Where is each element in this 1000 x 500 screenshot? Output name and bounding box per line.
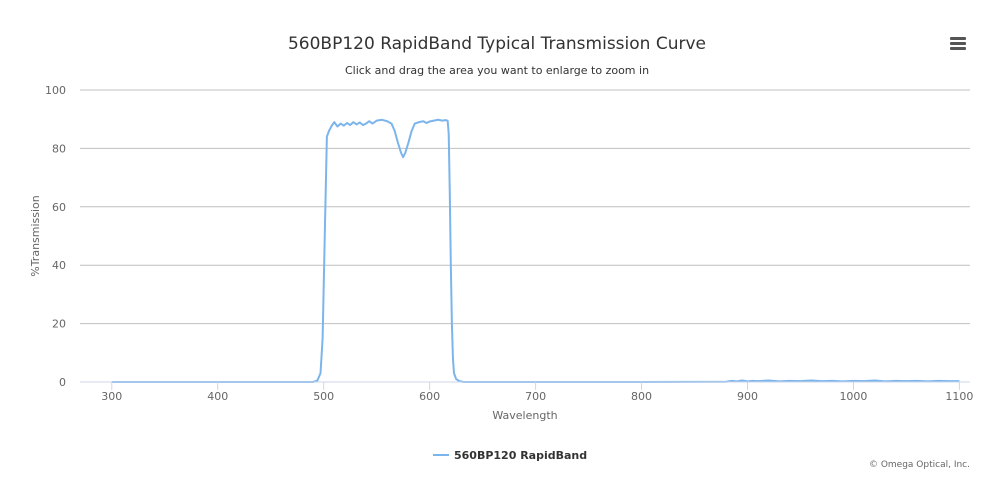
axis-layer: 0 20 40 60 80 100 300 400 500 600 700 800 900 1000 110… bbox=[45, 84, 973, 403]
grid-layer bbox=[80, 89, 970, 325]
hamburger-menu-icon[interactable] bbox=[950, 37, 968, 53]
x-tick-label: 300 bbox=[101, 390, 122, 403]
chart-subtitle: Click and drag the area you want to enla… bbox=[345, 64, 649, 77]
chart-title: 560BP120 RapidBand Typical Transmission … bbox=[288, 34, 706, 54]
series-layer[interactable] bbox=[111, 118, 960, 383]
y-axis-title: %Transmission bbox=[29, 195, 42, 277]
y-tick-label: 0 bbox=[59, 376, 66, 389]
x-tick-label: 700 bbox=[525, 390, 546, 403]
legend[interactable]: 560BP120 RapidBand bbox=[433, 449, 587, 462]
y-tick-label: 40 bbox=[52, 259, 66, 272]
credit-text: © Omega Optical, Inc. bbox=[868, 460, 970, 470]
legend-series-label[interactable]: 560BP120 RapidBand bbox=[454, 449, 587, 462]
x-tick-label: 500 bbox=[313, 390, 334, 403]
x-tick-label: 600 bbox=[419, 390, 440, 403]
x-tick-label: 1000 bbox=[839, 390, 867, 403]
y-tick-label: 80 bbox=[52, 142, 66, 155]
y-tick-label: 60 bbox=[52, 201, 66, 214]
x-tick-label: 400 bbox=[207, 390, 228, 403]
y-tick-label: 20 bbox=[52, 318, 66, 331]
series-line[interactable] bbox=[111, 118, 960, 383]
x-tick-label: 900 bbox=[737, 390, 758, 403]
x-tick-label: 1100 bbox=[945, 390, 973, 403]
x-axis-title: Wavelength bbox=[492, 409, 557, 422]
x-tick-label: 800 bbox=[631, 390, 652, 403]
y-tick-label: 100 bbox=[45, 84, 66, 97]
